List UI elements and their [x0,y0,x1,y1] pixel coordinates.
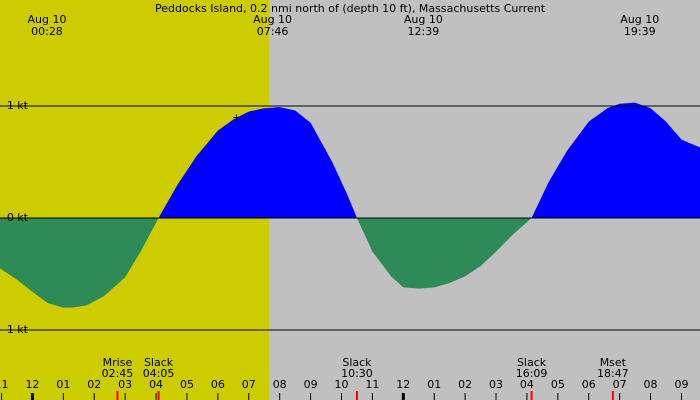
bottom-event-time: 02:45 [102,367,134,380]
hour-tick-label: 09 [304,378,318,391]
current-marker: + [232,111,241,124]
plus-marker: + [232,111,241,124]
y-tick-label: 1 kt [7,99,29,112]
hour-axis: 11 12 01 02 03 04 05 06 07 08 09 10 11 12 01 02 03 04 05 06… [0,378,688,400]
current-areas [0,102,700,308]
hour-tick-label: 07 [242,378,256,391]
hour-tick-label: 06 [582,378,596,391]
flood-area [0,102,700,218]
bottom-event-time: 18:47 [597,367,629,380]
hour-tick-label: 09 [674,378,688,391]
top-event-time: 19:39 [624,25,656,38]
top-event-date: Aug 10 [27,13,66,26]
bottom-event-name: Mrise [103,356,133,369]
bottom-event-name: Slack [517,356,547,369]
reference-lines [0,105,700,331]
hour-tick-label: 12 [25,378,39,391]
y-axis-labels: 1 kt 0 kt -1 kt [3,99,29,336]
hour-tick-label: 01 [56,378,70,391]
hour-tick-label: 04 [520,378,534,391]
bottom-event-name: Mset [600,356,627,369]
hour-tick-label: 12 [396,378,410,391]
chart-title: Peddocks Island, 0.2 nmi north of (depth… [155,2,546,15]
y-tick-label: -1 kt [3,323,29,336]
hour-tick-label: 02 [458,378,472,391]
hour-tick-label: 11 [365,378,379,391]
top-event-date: Aug 10 [253,13,292,26]
bottom-event-name: Slack [144,356,174,369]
bottom-event-name: Slack [342,356,372,369]
top-event-time: 07:46 [257,25,289,38]
bottom-events: Mrise02:45Slack04:05Slack10:30Slack16:09… [102,356,629,400]
hour-tick-label: 03 [118,378,132,391]
bottom-event-time: 16:09 [516,367,548,380]
hour-tick-label: 02 [87,378,101,391]
hour-tick-label: 04 [149,378,163,391]
hour-tick-label: 06 [211,378,225,391]
hour-tick-label: 08 [644,378,658,391]
top-event-date: Aug 10 [404,13,443,26]
top-event-time: 00:28 [31,25,63,38]
hour-tick-label: 05 [180,378,194,391]
top-event-time: 12:39 [408,25,440,38]
hour-tick-label: 11 [0,378,9,391]
hour-tick-label: 03 [489,378,503,391]
ebb-area [0,218,700,308]
bottom-event-time: 04:05 [143,367,175,380]
y-tick-label: 0 kt [7,211,29,224]
hour-tick-label: 08 [273,378,287,391]
bottom-event-time: 10:30 [341,367,373,380]
top-event-date: Aug 10 [620,13,659,26]
hour-tick-label: 05 [551,378,565,391]
hour-tick-label: 10 [335,378,349,391]
hour-tick-label: 01 [427,378,441,391]
hour-tick-label: 07 [613,378,627,391]
